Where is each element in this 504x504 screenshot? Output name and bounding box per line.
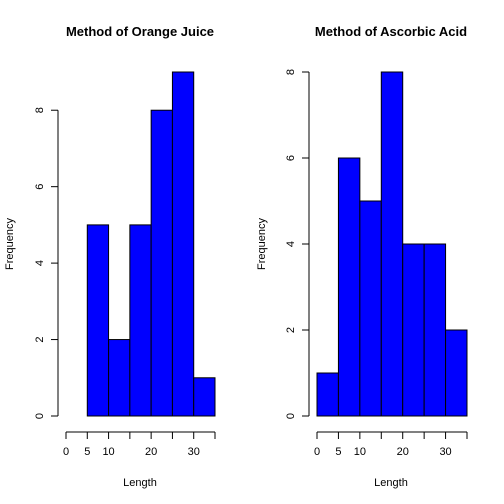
y-axis-label: Frequency bbox=[4, 218, 16, 270]
bar bbox=[86, 224, 110, 417]
bar bbox=[337, 157, 361, 417]
y-tick-label: 0 bbox=[285, 413, 297, 419]
bars bbox=[316, 71, 468, 417]
bar bbox=[316, 372, 339, 417]
x-tick-label: 10 bbox=[354, 446, 366, 458]
bar bbox=[108, 339, 131, 417]
bar bbox=[423, 243, 447, 417]
x-tick-label: 5 bbox=[84, 446, 90, 458]
bars bbox=[86, 71, 216, 417]
bar bbox=[129, 224, 152, 417]
y-tick-label: 8 bbox=[285, 69, 297, 75]
chart-title: Method of Orange Juice bbox=[66, 24, 214, 39]
y-tick-label: 4 bbox=[285, 241, 297, 247]
bar bbox=[402, 243, 425, 417]
x-tick-label: 20 bbox=[145, 446, 157, 458]
bar bbox=[171, 71, 195, 417]
histogram-orange-juice: Method of Orange Juice Length Frequency … bbox=[4, 24, 216, 489]
y-tick-label: 2 bbox=[34, 336, 46, 342]
y-tick-label: 0 bbox=[34, 413, 46, 419]
x-tick-label: 0 bbox=[63, 446, 69, 458]
bar bbox=[193, 377, 216, 417]
histogram-ascorbic-acid: Method of Ascorbic Acid Length Frequency… bbox=[256, 24, 468, 489]
x-tick-label: 30 bbox=[439, 446, 451, 458]
x-axis-label: Length bbox=[123, 477, 157, 489]
bar bbox=[445, 329, 468, 417]
y-axis: 0 2 4 6 8 bbox=[285, 69, 310, 419]
y-tick-label: 2 bbox=[285, 327, 297, 333]
bar bbox=[380, 71, 404, 417]
y-axis-label: Frequency bbox=[256, 218, 268, 270]
x-tick-label: 10 bbox=[102, 446, 114, 458]
x-axis: 0 5 10 20 30 bbox=[314, 431, 468, 458]
y-tick-label: 6 bbox=[34, 184, 46, 190]
bar bbox=[359, 200, 382, 417]
x-axis: 0 5 10 20 30 bbox=[63, 431, 216, 458]
y-tick-label: 6 bbox=[285, 155, 297, 161]
x-axis-label: Length bbox=[374, 477, 408, 489]
chart-title: Method of Ascorbic Acid bbox=[315, 24, 467, 39]
bar bbox=[150, 109, 173, 417]
x-tick-label: 20 bbox=[397, 446, 409, 458]
y-tick-label: 8 bbox=[34, 107, 46, 113]
x-tick-label: 5 bbox=[335, 446, 341, 458]
y-tick-label: 4 bbox=[34, 260, 46, 266]
x-tick-label: 0 bbox=[314, 446, 320, 458]
x-tick-label: 30 bbox=[188, 446, 200, 458]
y-axis: 0 2 4 6 8 bbox=[34, 107, 59, 419]
